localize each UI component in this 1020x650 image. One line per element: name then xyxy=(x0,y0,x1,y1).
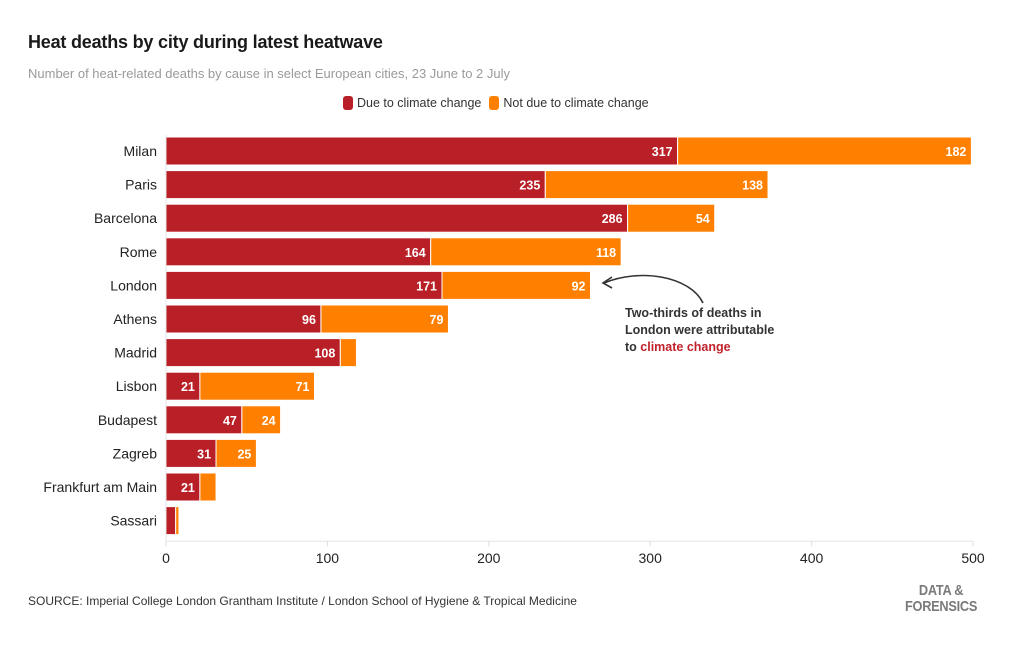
data-label-barcelona-climate: 286 xyxy=(602,212,623,226)
bar-madrid-climate xyxy=(165,338,341,368)
bar-madrid-not-climate xyxy=(339,338,357,368)
x-tick-label-400: 400 xyxy=(800,550,824,566)
data-label-paris-not-climate: 138 xyxy=(742,179,763,193)
bar-sassari-not-climate xyxy=(175,506,180,536)
data-label-zagreb-climate: 31 xyxy=(197,447,211,461)
bar-budapest-not-climate xyxy=(241,405,282,435)
category-label-lisbon: Lisbon xyxy=(116,378,157,394)
x-tick-label-300: 300 xyxy=(639,550,663,566)
annotation-line-2: London were attributable xyxy=(625,323,775,337)
category-label-zagreb: Zagreb xyxy=(113,445,158,461)
category-label-frankfurt-am-main: Frankfurt am Main xyxy=(43,479,157,495)
bar-lisbon-climate xyxy=(165,371,201,401)
data-label-milan-not-climate: 182 xyxy=(946,145,967,159)
brand-line-2: FORENSICS xyxy=(905,598,978,615)
bar-milan-climate xyxy=(165,136,679,166)
bar-rome-climate xyxy=(165,237,432,267)
legend: Due to climate change Not due to climate… xyxy=(343,96,657,110)
legend-item-climate: Due to climate change xyxy=(343,96,481,110)
chart-subtitle: Number of heat-related deaths by cause i… xyxy=(28,66,511,81)
x-tick-label-100: 100 xyxy=(316,550,340,566)
data-label-frankfurt-am-main-climate: 21 xyxy=(181,481,195,495)
bar-milan-not-climate xyxy=(677,136,972,166)
bar-zagreb-not-climate xyxy=(215,438,257,468)
bar-barcelona-climate xyxy=(165,203,629,233)
category-label-madrid: Madrid xyxy=(114,345,157,361)
category-label-paris: Paris xyxy=(125,177,157,193)
category-label-milan: Milan xyxy=(124,143,157,159)
x-tick-label-200: 200 xyxy=(477,550,501,566)
bar-athens-climate xyxy=(165,304,322,334)
bar-lisbon-not-climate xyxy=(199,371,315,401)
bar-athens-not-climate xyxy=(320,304,449,334)
category-label-rome: Rome xyxy=(120,244,158,260)
bar-paris-climate xyxy=(165,170,546,200)
bar-sassari-climate xyxy=(165,506,177,536)
x-axis: 0 100 200 300 400 500 xyxy=(162,135,985,566)
bar-rome-not-climate xyxy=(430,237,622,267)
legend-swatch-not-climate xyxy=(489,96,500,110)
data-label-lisbon-climate: 21 xyxy=(181,380,195,394)
category-label-sassari: Sassari xyxy=(110,513,157,529)
data-label-zagreb-not-climate: 25 xyxy=(237,447,251,461)
data-label-budapest-not-climate: 24 xyxy=(262,414,276,428)
data-label-london-not-climate: 92 xyxy=(572,279,586,293)
chart-title: Heat deaths by city during latest heatwa… xyxy=(28,32,383,52)
bar-paris-not-climate xyxy=(544,170,769,200)
category-label-athens: Athens xyxy=(113,311,157,327)
annotation-highlight: climate change xyxy=(640,340,731,354)
bar-barcelona-not-climate xyxy=(627,203,716,233)
brand-logo: DATA & FORENSICS xyxy=(905,583,977,615)
legend-item-not-climate: Not due to climate change xyxy=(489,96,649,110)
data-label-madrid-climate: 108 xyxy=(314,347,335,361)
bar-frankfurt-am-main-not-climate xyxy=(199,472,217,502)
category-label-london: London xyxy=(110,277,157,293)
data-label-london-climate: 171 xyxy=(416,279,437,293)
data-label-athens-climate: 96 xyxy=(302,313,316,327)
bars-group: Milan 317 182 Paris 235 138 Barcelona 286 54 Rome… xyxy=(43,136,972,536)
data-label-lisbon-not-climate: 71 xyxy=(296,380,310,394)
category-label-barcelona: Barcelona xyxy=(94,210,157,226)
annotation-prefix: to xyxy=(625,340,641,354)
bar-london-climate xyxy=(165,270,443,300)
annotation-arrowhead xyxy=(601,276,613,289)
data-label-athens-not-climate: 79 xyxy=(430,313,444,327)
x-tick-label-0: 0 xyxy=(162,550,170,566)
annotation-line-3: to climate change xyxy=(625,339,774,356)
data-label-rome-climate: 164 xyxy=(405,246,426,260)
category-label-budapest: Budapest xyxy=(98,412,157,428)
x-tick-label-500: 500 xyxy=(961,550,985,566)
data-label-paris-climate: 235 xyxy=(519,179,540,193)
bar-london-not-climate xyxy=(441,270,591,300)
legend-label-climate: Due to climate change xyxy=(357,96,482,110)
legend-label-not-climate: Not due to climate change xyxy=(503,96,649,110)
data-label-milan-climate: 317 xyxy=(652,145,673,159)
source-note: SOURCE: Imperial College London Grantham… xyxy=(28,594,577,608)
brand-line-1: DATA & xyxy=(918,582,964,599)
data-label-budapest-climate: 47 xyxy=(223,414,237,428)
annotation-line-1: Two-thirds of deaths in xyxy=(625,306,762,320)
annotation-text: Two-thirds of deaths in London were attr… xyxy=(625,305,774,356)
legend-swatch-climate xyxy=(343,96,353,110)
data-label-rome-not-climate: 118 xyxy=(596,246,616,260)
data-label-barcelona-not-climate: 54 xyxy=(696,212,710,226)
annotation-arrow xyxy=(603,274,704,304)
